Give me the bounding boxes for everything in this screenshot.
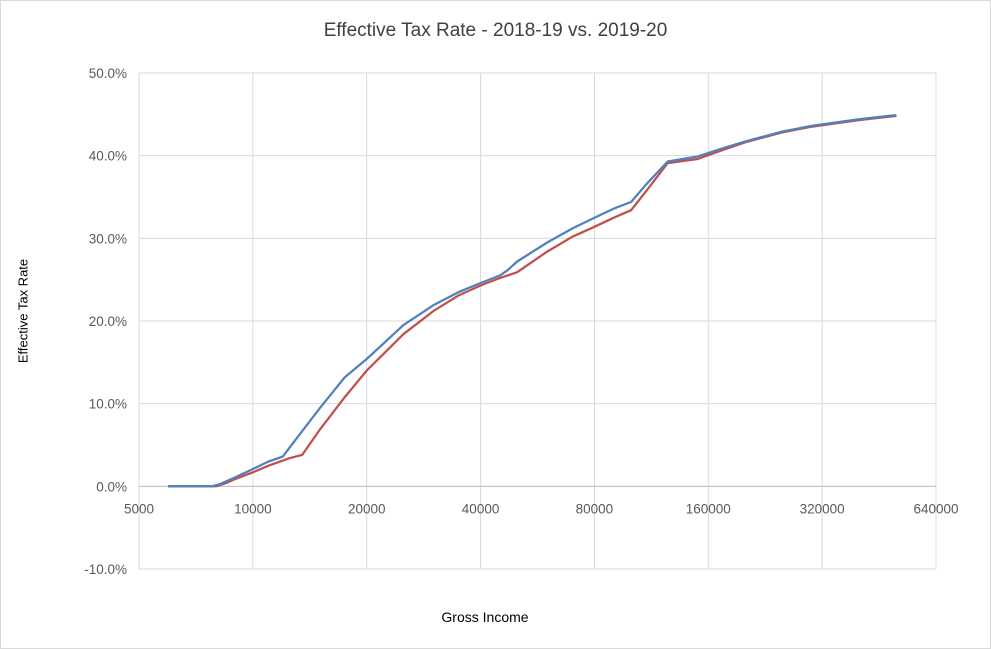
- series-line-1: [167, 114, 897, 488]
- y-tick-label: 0.0%: [96, 479, 127, 494]
- y-tick-label: 10.0%: [89, 397, 127, 412]
- y-tick-label: -10.0%: [84, 562, 127, 577]
- y-tick-label: 40.0%: [89, 149, 127, 164]
- y-tick-label: 20.0%: [89, 314, 127, 329]
- x-tick-label: 10000: [234, 501, 272, 516]
- chart-title: Effective Tax Rate - 2018-19 vs. 2019-20: [323, 20, 668, 41]
- x-tick-label: 640000: [913, 501, 958, 516]
- x-tick-label: 40000: [462, 501, 500, 516]
- x-tick-label: 20000: [348, 501, 386, 516]
- y-tick-label: 50.0%: [89, 66, 127, 81]
- x-axis-title: Gross Income: [441, 609, 529, 625]
- x-tick-label: 80000: [576, 501, 614, 516]
- x-tick-label: 5000: [124, 501, 154, 516]
- series-line-2: [167, 114, 897, 488]
- x-tick-label: 160000: [686, 501, 731, 516]
- y-tick-label: 30.0%: [89, 231, 127, 246]
- x-tick-label: 320000: [800, 501, 845, 516]
